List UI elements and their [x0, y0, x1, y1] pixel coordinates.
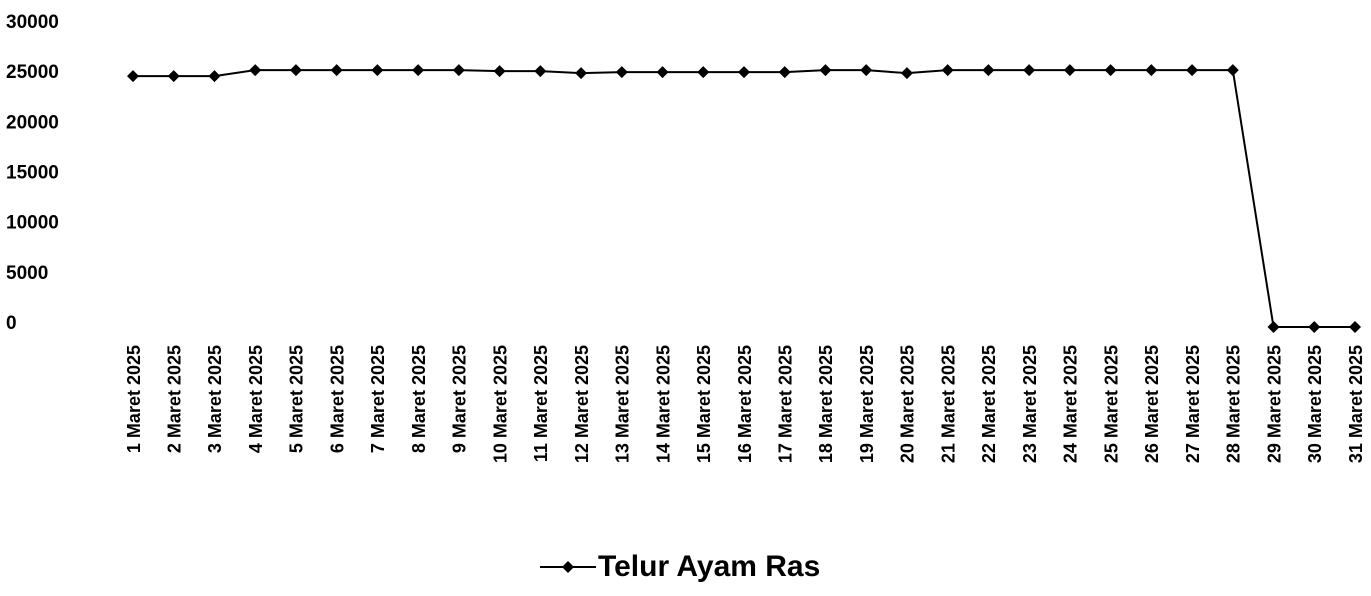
x-tick-label: 27 Maret 2025: [1183, 345, 1203, 463]
data-point: [900, 67, 913, 80]
data-point: [208, 70, 221, 83]
data-point: [412, 64, 425, 77]
x-tick-label: 18 Maret 2025: [816, 345, 836, 463]
data-point: [615, 66, 628, 79]
x-tick-label: 2 Maret 2025: [164, 345, 184, 453]
legend-marker: [562, 561, 574, 573]
data-point: [778, 66, 791, 79]
x-tick-label: 3 Maret 2025: [205, 345, 225, 453]
x-tick-label: 29 Maret 2025: [1264, 345, 1284, 463]
y-tick-label: 15000: [6, 163, 59, 184]
x-tick-label: 6 Maret 2025: [327, 345, 347, 453]
x-tick-label: 13 Maret 2025: [613, 345, 633, 463]
y-tick-label: 20000: [6, 112, 59, 133]
data-point: [493, 65, 506, 78]
x-tick-label: 8 Maret 2025: [409, 345, 429, 453]
x-tick-label: 5 Maret 2025: [287, 345, 307, 453]
y-tick-label: 30000: [6, 12, 59, 33]
data-point: [371, 64, 384, 77]
x-tick-label: 31 Maret 2025: [1346, 345, 1366, 463]
x-tick-label: 23 Maret 2025: [1020, 345, 1040, 463]
y-tick-label: 25000: [6, 62, 59, 83]
data-point: [819, 64, 832, 77]
legend-label: Telur Ayam Ras: [598, 550, 820, 583]
data-point: [941, 64, 954, 77]
x-tick-label: 12 Maret 2025: [572, 345, 592, 463]
x-tick-label: 4 Maret 2025: [246, 345, 266, 453]
x-tick-label: 20 Maret 2025: [898, 345, 918, 463]
data-point: [1267, 321, 1280, 333]
data-point: [1023, 64, 1036, 77]
x-tick-label: 15 Maret 2025: [694, 345, 714, 463]
data-point: [452, 64, 465, 77]
x-tick-label: 17 Maret 2025: [775, 345, 795, 463]
x-tick-label: 28 Maret 2025: [1224, 345, 1244, 463]
x-tick-label: 11 Maret 2025: [531, 345, 551, 462]
x-tick-label: 9 Maret 2025: [450, 345, 470, 453]
data-point: [1226, 64, 1239, 77]
data-point: [289, 64, 302, 77]
x-tick-label: 7 Maret 2025: [368, 345, 388, 453]
y-tick-label: 0: [6, 313, 17, 334]
data-point: [167, 70, 180, 83]
data-point: [1104, 64, 1117, 77]
x-tick-label: 14 Maret 2025: [653, 345, 673, 463]
data-point: [982, 64, 995, 77]
y-tick-label: 10000: [6, 213, 59, 234]
data-point: [1186, 64, 1199, 77]
data-point: [1349, 321, 1361, 333]
data-point: [860, 64, 873, 77]
data-point: [575, 67, 588, 80]
x-tick-label: 24 Maret 2025: [1061, 345, 1081, 463]
data-point: [697, 66, 710, 79]
data-point: [656, 66, 669, 79]
data-point: [1145, 64, 1158, 77]
x-tick-label: 10 Maret 2025: [490, 345, 510, 463]
data-point: [249, 64, 262, 77]
x-tick-label: 1 Maret 2025: [124, 345, 144, 453]
y-tick-label: 5000: [6, 263, 48, 284]
data-point: [534, 65, 547, 78]
series-line: [133, 69, 1355, 328]
x-tick-label: 25 Maret 2025: [1101, 345, 1121, 463]
x-tick-label: 30 Maret 2025: [1305, 345, 1325, 463]
data-point: [738, 66, 750, 79]
x-tick-label: 16 Maret 2025: [735, 345, 755, 463]
data-point: [330, 64, 343, 77]
data-point: [1063, 64, 1076, 77]
x-tick-label: 19 Maret 2025: [857, 345, 877, 463]
x-tick-label: 22 Maret 2025: [979, 345, 999, 463]
x-tick-label: 26 Maret 2025: [1142, 345, 1162, 463]
x-tick-label: 21 Maret 2025: [938, 345, 958, 463]
data-point: [1308, 321, 1321, 333]
data-point: [127, 70, 139, 83]
